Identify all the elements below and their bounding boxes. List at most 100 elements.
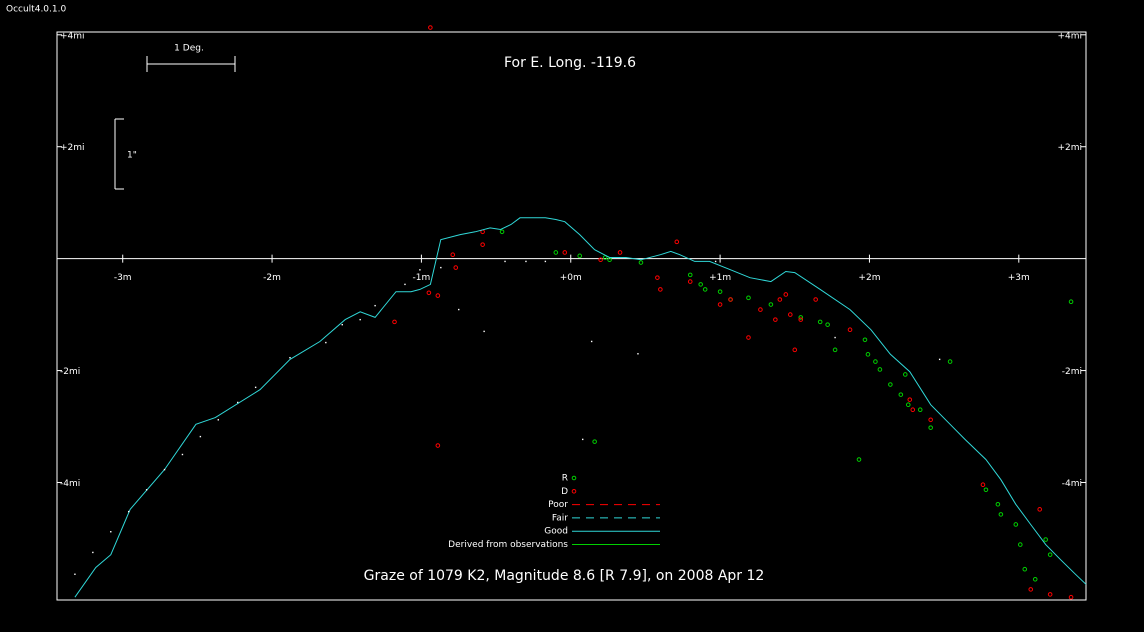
limb-point [237, 401, 239, 404]
event-point [698, 282, 703, 287]
event-point [746, 295, 751, 301]
event-point [777, 297, 783, 302]
event-point [577, 253, 583, 259]
event-point [392, 319, 397, 325]
event-point [768, 302, 774, 307]
event-point [428, 25, 433, 30]
limb-point [483, 330, 485, 333]
limb-point [525, 260, 527, 263]
legend-label: Good [544, 527, 568, 537]
event-point [435, 443, 441, 448]
event-point [702, 287, 708, 292]
event-point [898, 392, 904, 397]
event-point [947, 359, 953, 364]
legend-label: Derived from observations [448, 540, 568, 550]
event-point [928, 425, 933, 430]
profile-line [74, 217, 1087, 598]
limb-point [92, 551, 94, 554]
event-point [905, 402, 911, 407]
event-point [825, 322, 830, 327]
y-tick-label: +4mi [60, 31, 85, 41]
limb-point [217, 419, 219, 421]
event-point [728, 297, 733, 302]
legend-label: Poor [548, 500, 568, 510]
event-point [787, 312, 793, 317]
event-point [426, 290, 432, 296]
event-point [592, 439, 597, 444]
y-tick-label: -4mi [60, 479, 80, 489]
y-tick-label: +4mi [1057, 31, 1082, 41]
event-point [873, 359, 878, 364]
limb-point [289, 356, 291, 359]
limb-point [145, 489, 148, 491]
event-point [888, 382, 893, 387]
limb-point [181, 453, 184, 456]
event-point [783, 292, 789, 297]
y-tick-label: -2mi [1062, 367, 1082, 377]
x-tick-label: +1m [709, 273, 731, 283]
event-point [480, 242, 485, 247]
event-point [450, 252, 456, 258]
event-point [687, 272, 693, 278]
legend-swatch [571, 489, 577, 494]
degree-scale: 1 Deg. [146, 44, 236, 72]
event-point [617, 250, 623, 255]
x-tick-label: -3m [114, 273, 132, 283]
event-point [983, 487, 989, 493]
event-point [598, 257, 603, 263]
limb-point [544, 260, 547, 263]
legend-label: Fair [552, 513, 568, 523]
degree-scale-label: 1 Deg. [174, 44, 204, 54]
x-tick-label: +3m [1008, 273, 1030, 283]
x-tick-label: -2m [263, 273, 281, 283]
limb-point [110, 531, 112, 533]
event-point [687, 279, 693, 284]
event-point [877, 367, 883, 372]
event-point [798, 315, 804, 320]
event-point [907, 397, 913, 402]
event-point [674, 239, 680, 245]
event-point [856, 457, 862, 462]
limb-point [938, 358, 941, 361]
event-point [1047, 552, 1053, 557]
event-point [435, 293, 441, 298]
event-point [792, 347, 798, 353]
y-tick-label: +2mi [1057, 143, 1082, 153]
limb-point [637, 353, 639, 355]
limb-point [359, 318, 361, 321]
event-point [638, 260, 644, 265]
event-point [865, 352, 871, 357]
limb-point [127, 510, 130, 513]
event-point [1017, 542, 1023, 547]
event-point [717, 289, 723, 294]
event-point [813, 297, 818, 302]
event-point [553, 250, 559, 255]
window-title: Occult4.0.1.0 [6, 5, 66, 15]
event-point [562, 250, 568, 255]
event-point [1022, 566, 1028, 572]
limb-point [590, 340, 593, 343]
limb-point [834, 336, 836, 339]
event-point [995, 502, 1001, 507]
event-point [453, 265, 459, 270]
limb-point [458, 308, 460, 311]
limb-point [419, 269, 421, 271]
legend-label: R [562, 474, 568, 484]
limb-point [374, 304, 376, 307]
event-point [1028, 587, 1034, 592]
event-point [1068, 299, 1074, 305]
event-point [998, 512, 1004, 517]
limb-point [582, 438, 584, 441]
event-point [717, 302, 723, 307]
y-tick-label: -2mi [60, 367, 80, 377]
x-tick-label: +2m [858, 273, 880, 283]
x-tick-label: +0m [560, 273, 582, 283]
limb-point [504, 260, 506, 263]
limb-point [199, 435, 202, 438]
event-point [928, 417, 933, 423]
event-point [862, 337, 868, 343]
y-tick-label: +2mi [60, 143, 85, 153]
limb-point [74, 573, 76, 575]
event-point [758, 307, 763, 312]
